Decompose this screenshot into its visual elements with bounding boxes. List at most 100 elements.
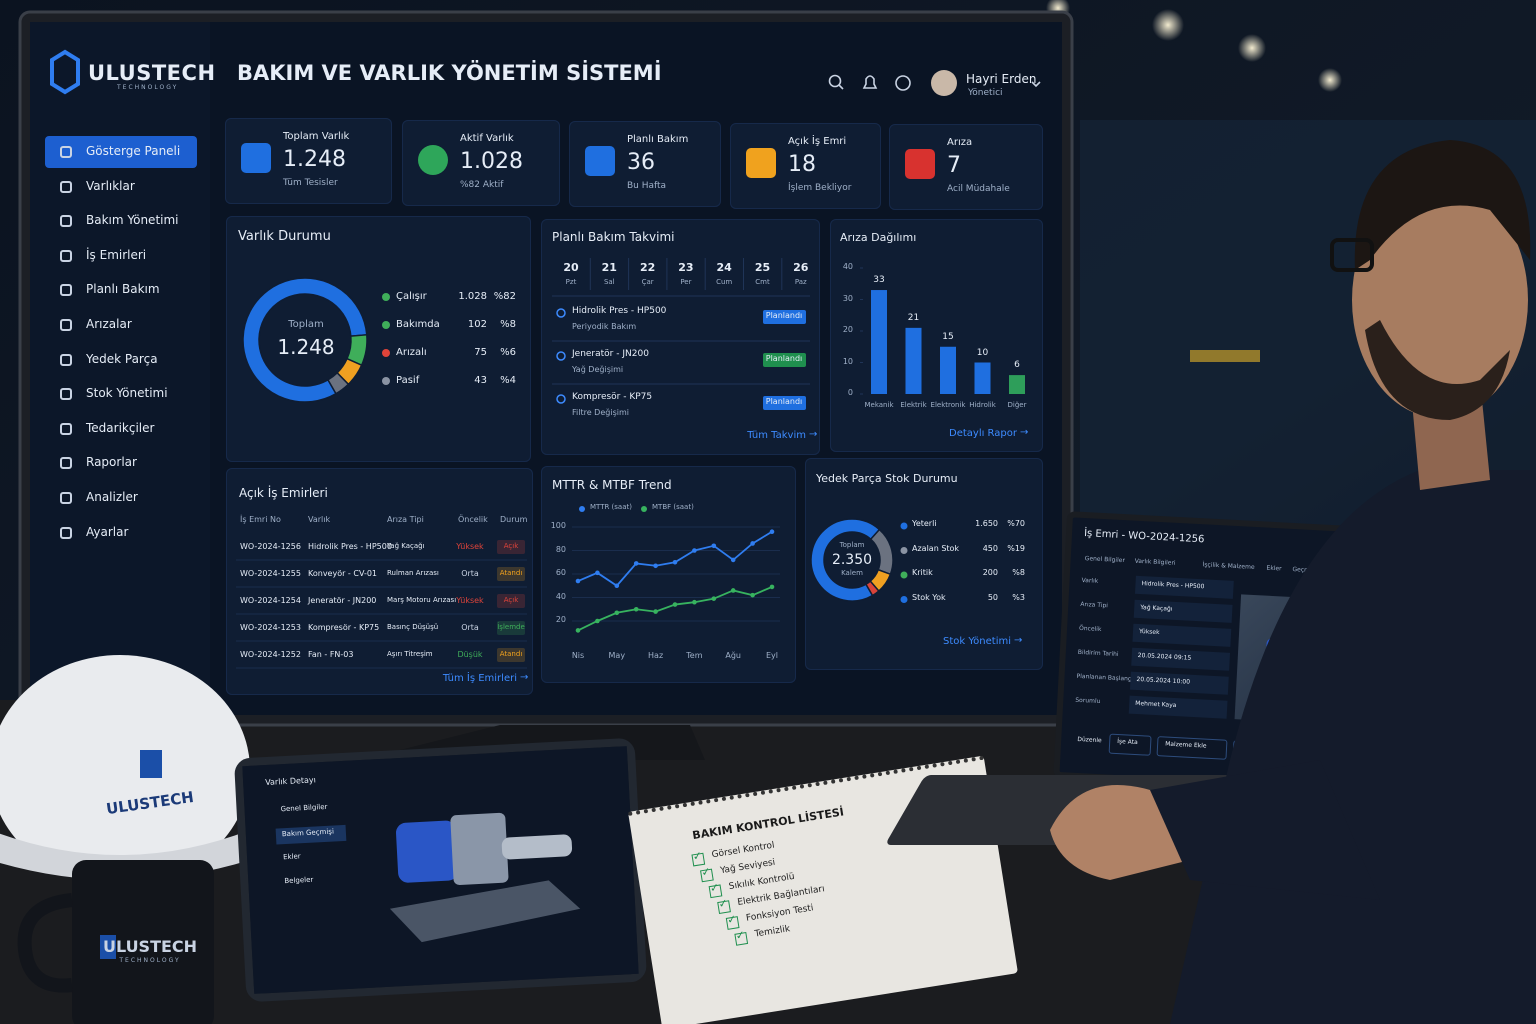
calendar-date: 25 (754, 261, 771, 274)
legend-label: Azalan Stok (912, 543, 960, 553)
nav-item[interactable]: Bakım Yönetimi (86, 213, 179, 228)
nav-item[interactable]: Gösterge Paneli (86, 144, 181, 158)
search-icon (838, 84, 844, 90)
event-badge (763, 310, 806, 324)
cell-status: Açık (503, 596, 519, 604)
cell-asset: Fan - FN-03 (308, 650, 354, 659)
table-header: Arıza Tipi (387, 515, 424, 524)
calendar-day: Sal (603, 278, 615, 286)
legend-count: 1.028 (458, 291, 487, 302)
bar-value-label: 6 (1014, 360, 1020, 371)
legend-dot (900, 547, 908, 554)
legend-share: %82 (493, 291, 516, 302)
machine-shaft (501, 834, 573, 860)
table-header: Durum (500, 515, 528, 524)
event-detail: Filtre Değişimi (572, 408, 629, 417)
legend-count: 75 (474, 347, 487, 358)
x-tick-label: Ağu (725, 651, 741, 660)
legend-share: %70 (1007, 519, 1025, 528)
link[interactable]: Detaylı Rapor (949, 428, 1017, 439)
nav-item[interactable]: Raporlar (86, 455, 137, 470)
x-tick-label: Elektrik (900, 401, 927, 409)
event-badge (763, 396, 806, 410)
kpi-value: 7 (947, 153, 961, 178)
panel (805, 458, 1043, 670)
legend-count: 50 (987, 592, 998, 602)
nav-item[interactable]: Planlı Bakım (86, 282, 160, 297)
nav-icon (60, 180, 72, 193)
nav-item[interactable]: Varlıklar (86, 178, 135, 193)
x-tick-label: Hidrolik (969, 401, 996, 409)
nav-item[interactable]: Stok Yönetimi (86, 386, 168, 401)
legend-label: Arızalı (396, 347, 427, 358)
logo (50, 49, 80, 95)
logo-mark (50, 49, 80, 95)
panel-title: Yedek Parça Stok Durumu (816, 472, 958, 485)
kpi-sub: Bu Hafta (627, 181, 667, 191)
y-tick-label: 100 (550, 521, 566, 530)
x-tick-label: Nis (571, 651, 585, 660)
panel-title: Arıza Dağılımı (840, 231, 917, 244)
legend-count: 1.650 (975, 519, 998, 528)
person-hair (1354, 140, 1531, 270)
user-menu-chevron[interactable] (1031, 81, 1041, 88)
nav-item[interactable]: Yedek Parça (86, 351, 158, 366)
x-tick-label: Elektronik (930, 401, 966, 409)
nav-item[interactable]: Tedarikçiler (86, 420, 155, 435)
event-icon (556, 351, 566, 361)
link[interactable]: Stok Yönetimi (943, 636, 1011, 647)
y-tick-label: 0 (847, 388, 853, 397)
status-badge (497, 594, 525, 608)
nav-item[interactable]: Analizler (86, 490, 138, 504)
link[interactable]: Tüm Takvim (747, 430, 806, 441)
legend-dot (382, 349, 390, 357)
legend-dot (641, 506, 647, 512)
nav-item[interactable]: İş Emirleri (86, 247, 147, 262)
avatar[interactable] (931, 70, 957, 96)
cell-fault: Basınç Düşüşü (387, 623, 439, 631)
kpi-icon (905, 149, 935, 179)
search-icon[interactable] (828, 74, 842, 88)
calendar-date: 26 (793, 261, 809, 274)
info-icon[interactable] (895, 75, 911, 91)
line-point (769, 584, 775, 590)
nav-item[interactable]: Arızalar (86, 317, 132, 331)
donut-center-label: Toplam (288, 319, 324, 330)
calendar-date: 21 (601, 261, 617, 274)
line-point (692, 599, 697, 605)
cell-asset: Konveyör - CV-01 (308, 569, 378, 578)
legend-label: MTBF (saat) (652, 503, 694, 511)
panel-title: MTTR & MTBF Trend (552, 478, 672, 492)
legend-dot (382, 293, 390, 301)
nav-item[interactable]: Ayarlar (86, 524, 129, 539)
cell-priority: Düşük (457, 650, 483, 659)
link[interactable]: Tüm İş Emirleri (442, 673, 517, 684)
person-hand (1050, 785, 1192, 880)
nav-icon (60, 388, 72, 401)
donut-center-value: 2.350 (831, 552, 873, 568)
legend-dot (900, 522, 908, 530)
bar-value-label: 15 (942, 331, 954, 342)
mug-tagline: TECHNOLOGY (119, 957, 181, 964)
donut-slice (810, 518, 881, 602)
bell-icon[interactable] (862, 75, 878, 89)
donut-slice (242, 277, 368, 403)
kpi-sub: %82 Aktif (460, 179, 504, 190)
cell-fault: Yağ Kaçağı (387, 542, 425, 550)
panel (541, 219, 820, 455)
nav-icon (60, 249, 72, 262)
event-icon (556, 308, 566, 318)
kpi-label: Toplam Varlık (283, 131, 350, 142)
bar (905, 327, 922, 394)
cell-status: Açık (503, 542, 519, 550)
kpi-value: 18 (788, 151, 816, 177)
cell-no: WO-2024-1253 (240, 623, 301, 632)
event-status: Planlandı (765, 311, 803, 320)
y-tick-label: 40 (842, 262, 853, 271)
panel-title: Açık İş Emirleri (239, 486, 328, 500)
line-point (575, 628, 581, 633)
event-title: Jeneratör - JN200 (572, 349, 649, 359)
